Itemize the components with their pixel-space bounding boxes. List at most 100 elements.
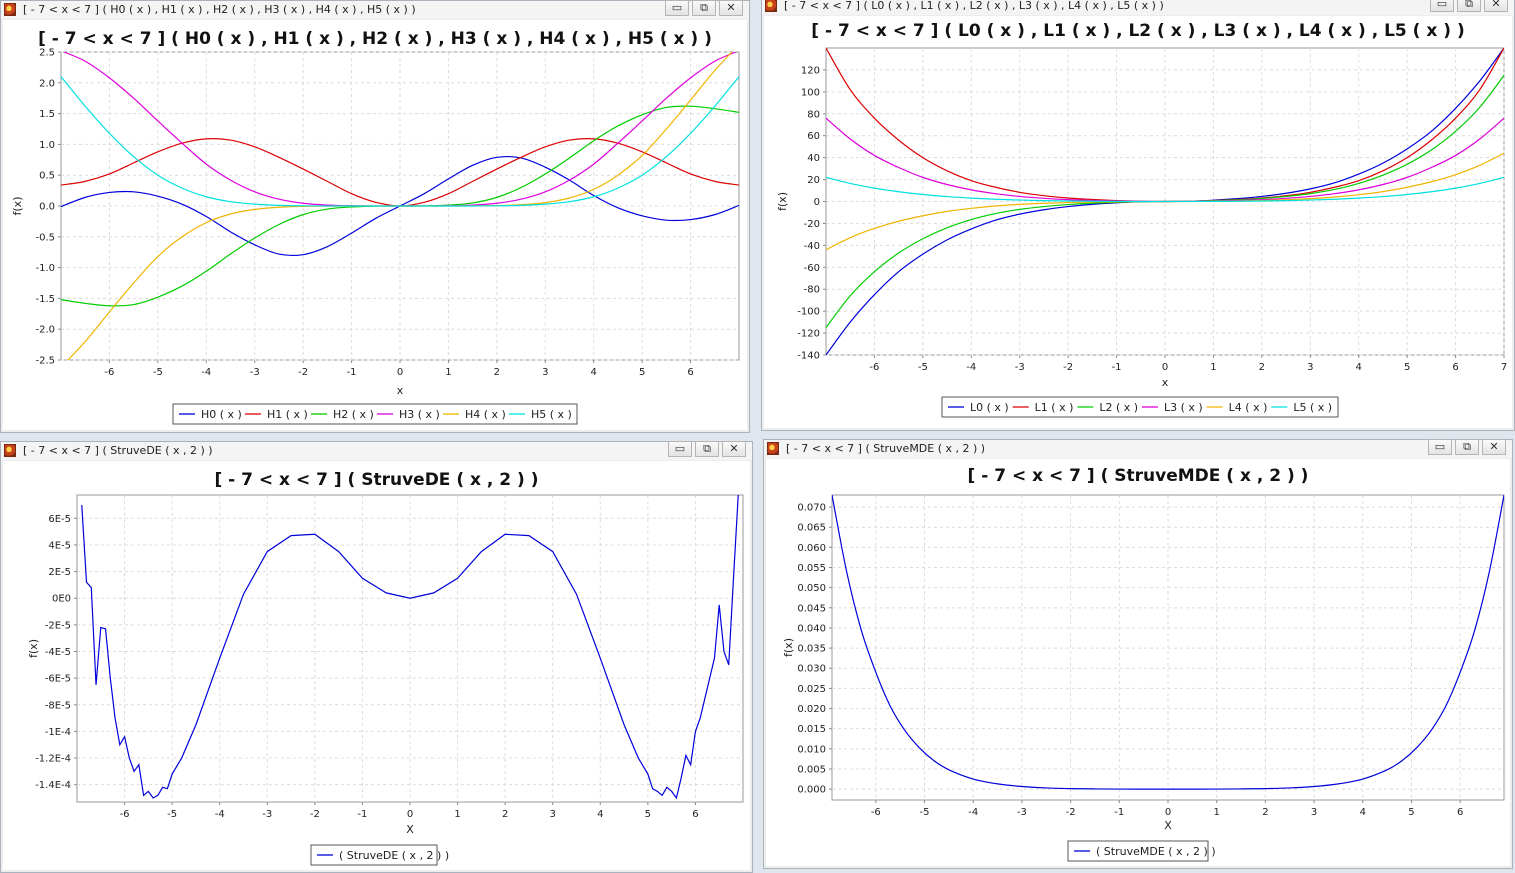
x-tick-label: -6 — [104, 367, 114, 378]
legend-label: H3 ( x ) — [399, 408, 440, 421]
y-tick-label: -4E-5 — [45, 647, 71, 658]
x-tick-label: 3 — [550, 809, 556, 820]
x-axis-label: X — [406, 823, 414, 836]
minimize-button[interactable]: ▭ — [1428, 439, 1452, 455]
struve-de-plot-window[interactable]: [ - 7 < x < 7 ] ( StruveDE ( x , 2 ) ) ▭… — [0, 441, 753, 873]
x-tick-label: -5 — [918, 362, 928, 373]
x-tick-label: 4 — [1360, 807, 1366, 818]
y-tick-label: 0.065 — [797, 523, 826, 534]
y-tick-label: 0.030 — [797, 664, 826, 675]
x-tick-label: 3 — [1311, 807, 1317, 818]
chart-title: [ - 7 < x < 7 ] ( StruveDE ( x , 2 ) ) — [214, 470, 538, 490]
legend-label: ( StruveDE ( x , 2 ) ) — [339, 849, 449, 862]
y-tick-label: 0.040 — [797, 623, 826, 634]
x-tick-label: -6 — [120, 809, 130, 820]
window-titlebar[interactable]: [ - 7 < x < 7 ] ( H0 ( x ) , H1 ( x ) , … — [1, 0, 749, 19]
x-tick-label: 0 — [397, 367, 403, 378]
maximize-icon: ⧉ — [703, 442, 711, 455]
y-tick-label: 0.035 — [797, 644, 826, 655]
y-tick-label: -6E-5 — [45, 674, 71, 685]
chart-title: [ - 7 < x < 7 ] ( L0 ( x ) , L1 ( x ) , … — [811, 21, 1464, 41]
x-tick-label: 4 — [597, 809, 603, 820]
x-axis-label: x — [397, 384, 404, 397]
app-icon — [765, 0, 777, 12]
close-button[interactable]: ✕ — [719, 0, 743, 16]
close-button[interactable]: ✕ — [722, 441, 746, 457]
x-tick-label: -6 — [871, 807, 881, 818]
x-tick-label: -4 — [966, 362, 976, 373]
legend-box — [941, 396, 1339, 418]
chart-title: [ - 7 < x < 7 ] ( StruveMDE ( x , 2 ) ) — [968, 466, 1309, 486]
y-tick-label: -2.0 — [35, 325, 55, 336]
minimize-button[interactable]: ▭ — [665, 0, 689, 16]
laguerre-plot-window[interactable]: [ - 7 < x < 7 ] ( L0 ( x ) , L1 ( x ) , … — [761, 0, 1515, 431]
legend-label: L5 ( x ) — [1293, 401, 1332, 414]
y-tick-label: 0.0 — [39, 202, 55, 213]
x-tick-label: -2 — [1063, 362, 1073, 373]
x-tick-label: 1 — [1214, 807, 1220, 818]
y-tick-label: 1.5 — [39, 109, 55, 120]
x-tick-label: -3 — [262, 809, 272, 820]
y-tick-label: -8E-5 — [45, 700, 71, 711]
y-axis-label: f(x) — [782, 638, 795, 657]
chart-panel: [ - 7 < x < 7 ] ( StruveDE ( x , 2 ) ) -6… — [3, 461, 750, 870]
app-icon — [4, 3, 16, 16]
y-tick-label: 60 — [807, 131, 820, 142]
legend-label: L0 ( x ) — [970, 401, 1009, 414]
series-line — [81, 495, 739, 800]
chart-title: [ - 7 < x < 7 ] ( H0 ( x ) , H1 ( x ) , … — [38, 29, 712, 49]
legend-label: H0 ( x ) — [201, 408, 242, 421]
y-tick-label: 20 — [807, 175, 820, 186]
x-tick-label: -1 — [1114, 807, 1124, 818]
x-tick-label: -4 — [201, 367, 211, 378]
y-tick-label: 0.045 — [797, 603, 826, 614]
x-tick-label: 6 — [1457, 807, 1463, 818]
maximize-button[interactable]: ⧉ — [692, 0, 716, 16]
legend-label: H1 ( x ) — [267, 408, 308, 421]
window-titlebar[interactable]: [ - 7 < x < 7 ] ( L0 ( x ) , L1 ( x ) , … — [762, 0, 1514, 15]
window-titlebar[interactable]: [ - 7 < x < 7 ] ( StruveDE ( x , 2 ) ) ▭… — [1, 441, 752, 460]
minimize-button[interactable]: ▭ — [1430, 0, 1454, 12]
series-line — [61, 76, 739, 207]
legend-box — [310, 844, 438, 866]
x-tick-label: 5 — [639, 367, 645, 378]
legend-label: L3 ( x ) — [1164, 401, 1203, 414]
chart-panel: [ - 7 < x < 7 ] ( H0 ( x ) , H1 ( x ) , … — [3, 20, 747, 430]
y-tick-label: 0.070 — [797, 503, 826, 514]
y-tick-label: 100 — [801, 87, 820, 98]
y-tick-label: -2E-5 — [45, 620, 71, 631]
minimize-icon: ▭ — [671, 1, 683, 14]
window-titlebar[interactable]: [ - 7 < x < 7 ] ( StruveMDE ( x , 2 ) ) … — [764, 439, 1512, 458]
maximize-button[interactable]: ⧉ — [1455, 439, 1479, 455]
x-tick-label: 2 — [1259, 362, 1265, 373]
legend-label: ( StruveMDE ( x , 2 ) ) — [1096, 845, 1216, 858]
app-icon — [4, 444, 16, 457]
x-tick-label: 6 — [687, 367, 693, 378]
y-tick-label: 2.0 — [39, 78, 55, 89]
close-icon: ✕ — [729, 442, 739, 455]
window-title: [ - 7 < x < 7 ] ( H0 ( x ) , H1 ( x ) , … — [23, 3, 416, 16]
x-tick-label: 6 — [692, 809, 698, 820]
x-tick-label: -2 — [298, 367, 308, 378]
close-button[interactable]: ✕ — [1482, 439, 1506, 455]
minimize-button[interactable]: ▭ — [668, 441, 692, 457]
y-tick-label: 0.060 — [797, 543, 826, 554]
y-tick-label: -2.5 — [35, 356, 55, 367]
y-tick-label: 1.0 — [39, 140, 55, 151]
x-tick-label: 1 — [445, 367, 451, 378]
struve-mde-plot-window[interactable]: [ - 7 < x < 7 ] ( StruveMDE ( x , 2 ) ) … — [763, 439, 1513, 869]
maximize-icon: ⧉ — [700, 1, 708, 14]
y-tick-label: -140 — [797, 351, 820, 362]
maximize-button[interactable]: ⧉ — [695, 441, 719, 457]
close-icon: ✕ — [1489, 440, 1499, 453]
hermite-plot-window[interactable]: [ - 7 < x < 7 ] ( H0 ( x ) , H1 ( x ) , … — [0, 0, 750, 433]
struve-mde-chart: [ - 7 < x < 7 ] ( StruveMDE ( x , 2 ) ) -… — [782, 466, 1505, 862]
x-tick-label: 3 — [542, 367, 548, 378]
chart-panel: [ - 7 < x < 7 ] ( L0 ( x ) , L1 ( x ) , … — [764, 16, 1512, 428]
close-button[interactable]: ✕ — [1484, 0, 1508, 12]
y-axis-label: f(x) — [11, 197, 24, 216]
y-tick-label: -0.5 — [35, 232, 55, 243]
y-tick-label: 2.5 — [39, 48, 55, 59]
maximize-button[interactable]: ⧉ — [1457, 0, 1481, 12]
window-title: [ - 7 < x < 7 ] ( L0 ( x ) , L1 ( x ) , … — [784, 0, 1164, 12]
